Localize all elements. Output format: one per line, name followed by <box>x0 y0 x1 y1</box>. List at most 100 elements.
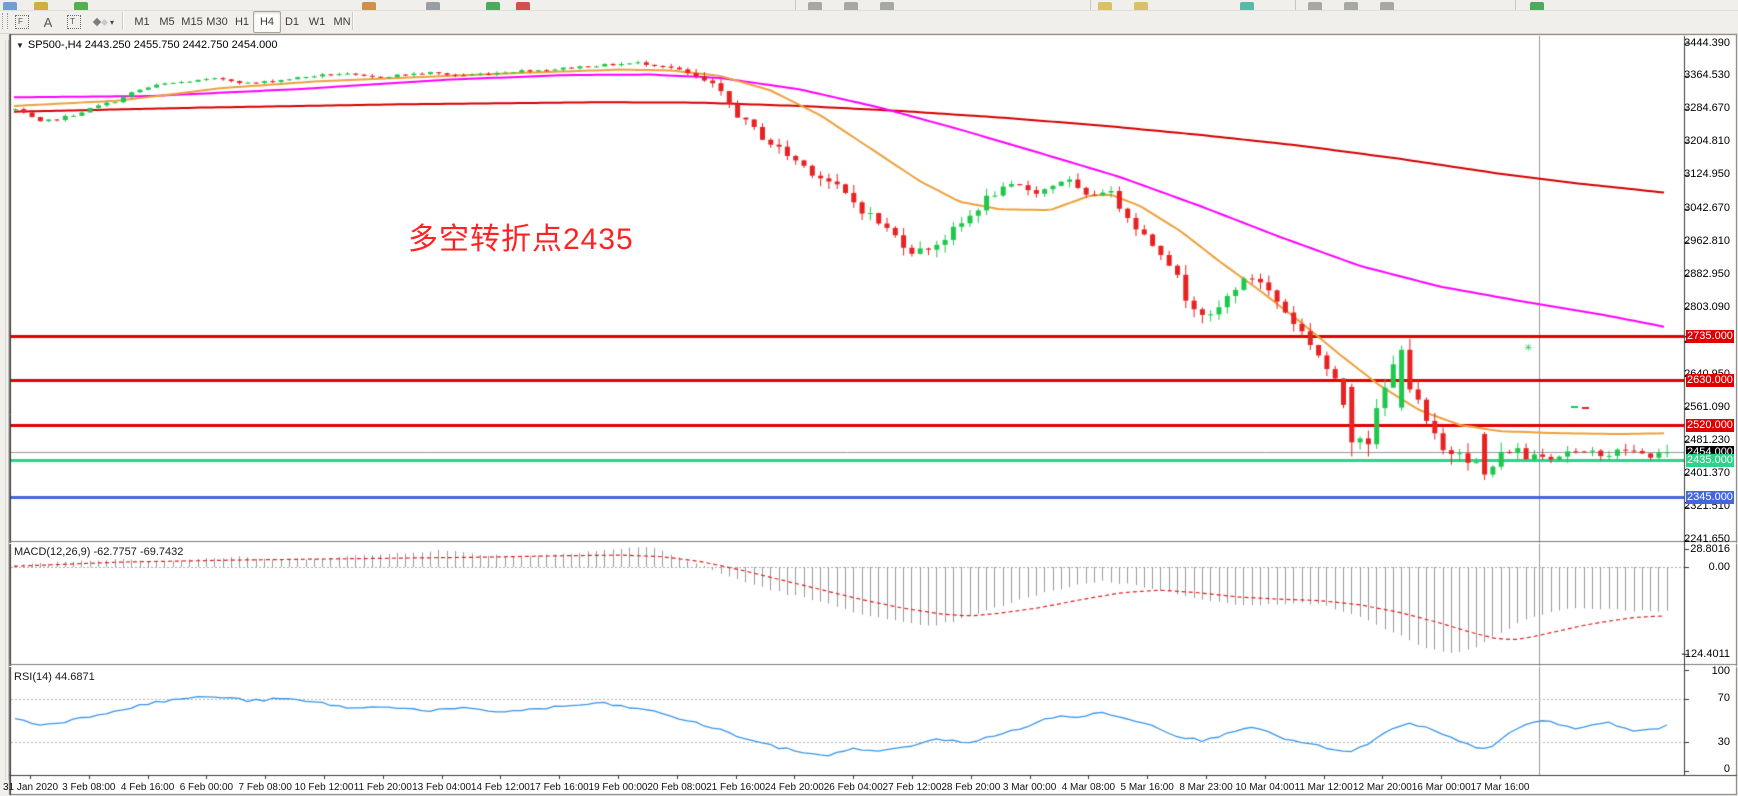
toolbar-icon-partial[interactable] <box>486 2 500 10</box>
macd-axis-label: -124.4011 <box>1681 647 1730 660</box>
time-axis-label: 4 Mar 08:00 <box>1061 782 1116 793</box>
price-axis-label: 3124.950 <box>1684 168 1730 181</box>
price-axis-label: 2962.810 <box>1684 235 1730 248</box>
time-axis-label: 3 Mar 00:00 <box>1002 782 1057 793</box>
price-tag-2435.000: 2435.000 <box>1686 453 1734 467</box>
toolbar-icon-partial[interactable] <box>516 2 530 10</box>
price-axis-label: 3042.670 <box>1684 202 1730 215</box>
toolbar-separator <box>1295 0 1296 10</box>
text-label-icon[interactable]: A <box>43 14 53 30</box>
rsi-axis-label: 70 <box>1717 692 1730 705</box>
toolbar-icon-partial[interactable] <box>1344 2 1358 10</box>
time-axis-label: 10 Feb 12:00 <box>294 782 354 793</box>
time-axis-label: 7 Feb 08:00 <box>238 782 292 793</box>
timeframe-button-MN[interactable]: MN <box>333 16 351 28</box>
price-tag-2345.000: 2345.000 <box>1686 490 1734 504</box>
time-axis-label: 19 Feb 00:00 <box>588 782 648 793</box>
price-tag-2630.000: 2630.000 <box>1686 373 1734 387</box>
text-box-icon[interactable]: T <box>62 11 86 33</box>
toolbar-icon-partial[interactable] <box>808 2 822 10</box>
time-axis-label: 14 Feb 12:00 <box>470 782 530 793</box>
time-axis-label: 12 Mar 20:00 <box>1352 782 1412 793</box>
toolbar-separator <box>122 12 124 30</box>
toolbar-separator <box>1090 0 1091 10</box>
timeframe-button-W1[interactable]: W1 <box>308 16 326 28</box>
toolbar-icon-partial[interactable] <box>426 2 440 10</box>
time-axis-label: 16 Mar 00:00 <box>1411 782 1471 793</box>
time-axis-label: 3 Feb 08:00 <box>62 782 116 793</box>
chart-title: ▼ SP500-,H4 2443.250 2455.750 2442.750 24… <box>16 39 277 51</box>
price-axis-label: 2882.950 <box>1684 268 1730 281</box>
time-axis-label: 10 Mar 04:00 <box>1235 782 1295 793</box>
rsi-axis-label: 100 <box>1711 664 1730 677</box>
toolbar: F A T ▾ M1 M5 M15 M30 H1 H4 D1 W1 MN <box>0 0 1738 34</box>
rsi-axis-label: 0 <box>1723 762 1730 775</box>
dotted-frame-icon[interactable]: F <box>10 11 34 33</box>
price-axis-label: 3364.530 <box>1684 69 1730 82</box>
toolbar-icon-partial[interactable] <box>1530 2 1544 10</box>
price-axis-label: 2401.370 <box>1684 467 1730 480</box>
time-axis[interactable]: 31 Jan 2020 3 Feb 08:00 4 Feb 16:00 6 Feb 0… <box>0 776 1738 796</box>
shapes-dropdown-icon[interactable]: ▾ <box>88 11 120 33</box>
toolbar-separator <box>1515 0 1516 10</box>
price-axis-label: 3284.670 <box>1684 102 1730 115</box>
rsi-indicator-label: RSI(14) 44.6871 <box>14 671 95 683</box>
time-axis-label: 20 Feb 08:00 <box>647 782 707 793</box>
timeframe-button-H1[interactable]: H1 <box>234 16 250 28</box>
left-edge-grip <box>5 40 9 780</box>
time-axis-label: 31 Jan 2020 <box>3 782 59 793</box>
toolbar-icon-partial[interactable] <box>1240 2 1254 10</box>
toolbar-line-studies-and-timeframes: F A T ▾ M1 M5 M15 M30 H1 H4 D1 W1 MN <box>0 10 1738 33</box>
timeframe-button-M5[interactable]: M5 <box>159 16 175 28</box>
time-axis-label: 8 Mar 23:00 <box>1179 782 1233 793</box>
price-axis-label: 2481.230 <box>1684 434 1730 447</box>
time-axis-label: 4 Feb 16:00 <box>120 782 175 793</box>
toolbar-icon-partial[interactable] <box>1308 2 1322 10</box>
price-tag-2735.000: 2735.000 <box>1686 329 1734 343</box>
toolbar-icon-partial[interactable] <box>34 2 48 10</box>
macd-axis-label: 28.8016 <box>1690 542 1730 555</box>
toolbar-separator <box>795 0 796 10</box>
time-axis-label: 5 Mar 16:00 <box>1120 782 1174 793</box>
toolbar-icon-partial[interactable] <box>1380 2 1394 10</box>
toolbar-top-row-partial <box>0 0 1738 11</box>
toolbar-icon-partial[interactable] <box>844 2 858 10</box>
toolbar-icon-partial[interactable] <box>3 2 17 10</box>
toolbar-icon-partial[interactable] <box>1134 2 1148 10</box>
time-axis-label: 27 Feb 12:00 <box>882 782 942 793</box>
macd-axis-label: 0.00 <box>1708 560 1730 573</box>
time-axis-label: 11 Feb 20:00 <box>353 782 412 793</box>
time-axis-label: 13 Feb 04:00 <box>412 782 472 793</box>
chart-dropdown-icon[interactable]: ▼ <box>16 41 24 50</box>
time-axis-label: 17 Mar 16:00 <box>1470 782 1530 793</box>
time-axis-label: 28 Feb 20:00 <box>941 782 1001 793</box>
price-tag-2520.000: 2520.000 <box>1686 418 1734 432</box>
time-axis-label: 11 Mar 12:00 <box>1294 782 1353 793</box>
macd-indicator-label: MACD(12,26,9) -62.7757 -69.7432 <box>14 546 184 558</box>
timeframe-button-M15[interactable]: M15 <box>181 16 203 28</box>
time-axis-label: 26 Feb 04:00 <box>823 782 883 793</box>
time-axis-label: 24 Feb 20:00 <box>764 782 824 793</box>
price-axis-label: 2241.650 <box>1684 533 1730 546</box>
toolbar-separator <box>352 12 354 30</box>
price-axis-label: 3444.390 <box>1684 36 1730 49</box>
toolbar-icon-partial[interactable] <box>74 2 88 10</box>
rsi-axis-label: 30 <box>1717 735 1730 748</box>
toolbar-grip[interactable] <box>2 13 8 29</box>
price-axis-label: 2803.090 <box>1684 301 1730 314</box>
toolbar-icon-partial[interactable] <box>880 2 894 10</box>
price-axis-label: 2561.090 <box>1684 401 1730 414</box>
chart-title-text: SP500-,H4 2443.250 2455.750 2442.750 245… <box>27 39 278 51</box>
timeframe-button-M1[interactable]: M1 <box>134 16 150 28</box>
timeframe-button-D1[interactable]: D1 <box>284 16 300 28</box>
price-axis-label: 3204.810 <box>1684 135 1730 148</box>
time-axis-label: 6 Feb 00:00 <box>179 782 234 793</box>
time-axis-label: 21 Feb 16:00 <box>706 782 766 793</box>
toolbar-icon-partial[interactable] <box>362 2 376 10</box>
toolbar-icon-partial[interactable] <box>1098 2 1112 10</box>
timeframe-button-H4[interactable]: H4 <box>253 11 281 33</box>
time-axis-label: 17 Feb 16:00 <box>529 782 589 793</box>
timeframe-button-M30[interactable]: M30 <box>206 16 228 28</box>
